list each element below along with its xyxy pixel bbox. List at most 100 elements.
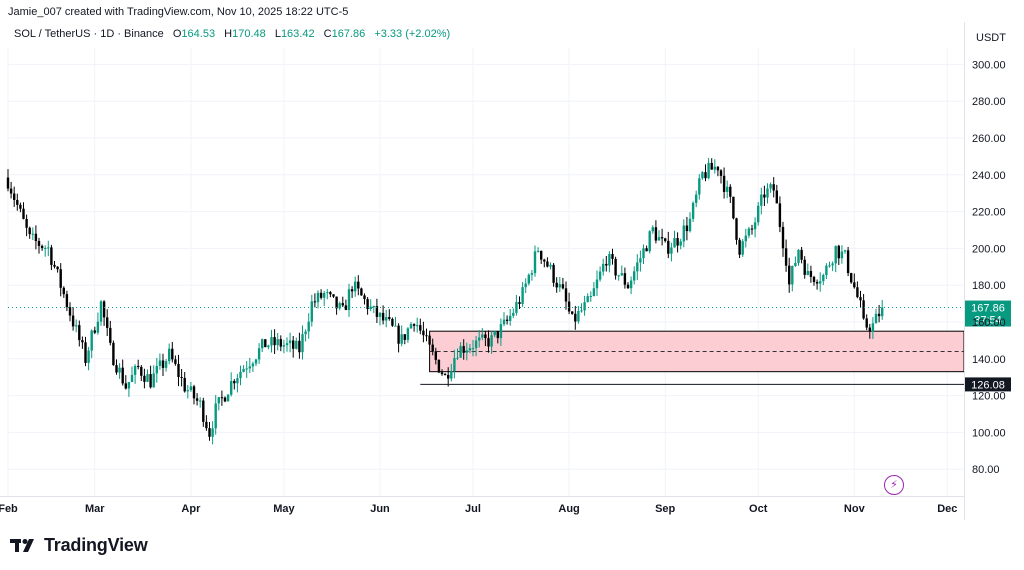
candle-body	[397, 325, 400, 344]
candle-body	[546, 261, 549, 267]
candle-body	[257, 348, 261, 360]
candle-body	[329, 292, 332, 295]
candle-body	[481, 334, 484, 338]
x-tick-label: Dec	[937, 503, 957, 515]
candle-body	[688, 218, 692, 232]
candle-body	[186, 390, 189, 392]
candle-body	[127, 381, 131, 389]
candle-body	[428, 335, 431, 345]
candle-body	[518, 302, 521, 304]
candle-body	[450, 370, 453, 379]
close-label: C	[323, 28, 332, 40]
candle-body	[682, 225, 685, 242]
high-value: 170.48	[232, 28, 266, 40]
candle-body	[710, 162, 713, 170]
candle-body	[533, 251, 537, 274]
candle-body	[654, 227, 658, 241]
candle-body	[530, 273, 534, 275]
candle-body	[468, 348, 472, 351]
candle-body	[50, 247, 53, 265]
candle-body	[729, 186, 732, 197]
candle-body	[192, 386, 196, 399]
candle-body	[409, 324, 413, 329]
candle-body	[298, 340, 301, 353]
candle-body	[732, 196, 735, 219]
x-tick-label: Jun	[370, 503, 390, 515]
candle-body	[143, 375, 146, 382]
candle-body	[412, 324, 416, 326]
candle-body	[738, 239, 741, 255]
candle-body	[62, 287, 65, 295]
candle-body	[465, 350, 468, 353]
candle-body	[363, 295, 366, 300]
candle-body	[264, 339, 267, 348]
candle-body	[595, 279, 599, 289]
candle-body	[44, 248, 47, 250]
candle-body	[53, 264, 56, 267]
candle-body	[825, 265, 828, 276]
candle-body	[335, 296, 338, 309]
candle-body	[375, 306, 379, 317]
candle-body	[834, 245, 837, 264]
y-tick-label: 140.00	[972, 354, 1006, 366]
candle-body	[313, 301, 317, 303]
candle-body	[211, 428, 214, 437]
candle-body	[453, 358, 456, 371]
candle-body	[592, 288, 596, 297]
candle-body	[326, 292, 329, 294]
candle-body	[332, 294, 335, 297]
candle-body	[425, 335, 428, 337]
symbol-legend[interactable]: SOL / TetherUS · 1D · Binance O164.53 H1…	[14, 28, 450, 40]
candle-body	[757, 205, 760, 223]
demand-zone-group[interactable]	[429, 330, 965, 373]
candle-body	[605, 263, 608, 266]
candle-body	[93, 330, 96, 333]
candle-body	[462, 346, 465, 353]
candle-body	[282, 345, 286, 347]
candle-body	[636, 262, 639, 272]
candle-body	[856, 287, 859, 298]
candle-body	[567, 301, 571, 312]
candle-body	[245, 368, 248, 370]
candle-body	[645, 248, 648, 252]
candle-body	[555, 282, 558, 288]
candle-body	[378, 312, 382, 317]
candle-body	[226, 394, 230, 402]
candle-body	[633, 271, 636, 281]
candle-body	[419, 325, 422, 331]
candle-body	[859, 297, 862, 301]
candle-body	[831, 263, 834, 266]
candle-body	[158, 360, 162, 366]
candle-body	[59, 269, 62, 288]
x-tick-label: Apr	[181, 503, 201, 515]
symbol-name[interactable]: SOL / TetherUS · 1D · Binance	[14, 28, 164, 40]
candle-body	[598, 271, 602, 280]
tradingview-brand[interactable]: TradingView	[10, 534, 148, 556]
lightning-bolt-icon[interactable]: ⚡	[884, 475, 904, 495]
candle-body	[137, 365, 140, 367]
x-tick-label: Nov	[844, 503, 866, 515]
candle-body	[456, 357, 459, 359]
candle-body	[617, 275, 620, 277]
candle-body	[152, 373, 155, 388]
candle-body	[750, 228, 754, 230]
change-value: +3.33 (+2.02%)	[374, 28, 451, 40]
candle-body	[564, 288, 568, 302]
candle-body	[267, 345, 270, 348]
candle-body	[394, 325, 397, 327]
candle-body	[189, 386, 193, 391]
candle-body	[781, 226, 785, 249]
candle-body	[853, 282, 856, 288]
candle-body	[766, 188, 769, 198]
candle-body	[552, 264, 555, 283]
candle-body	[763, 194, 766, 198]
candle-body	[536, 250, 540, 252]
candle-body	[354, 281, 357, 292]
candle-body	[800, 249, 803, 260]
candle-body	[124, 383, 127, 389]
candle-body	[31, 233, 34, 235]
candle-body	[34, 233, 38, 241]
candle-body	[344, 305, 348, 310]
candle-body	[843, 250, 847, 252]
